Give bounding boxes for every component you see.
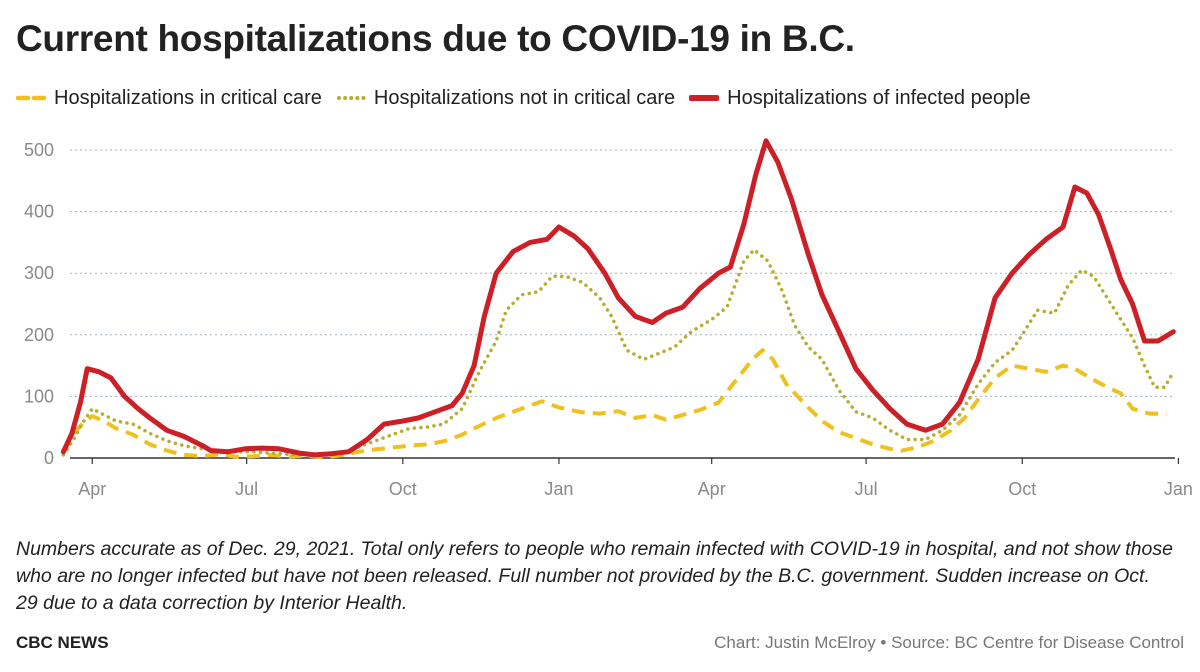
x-axis-ticks: Apr Jul Oct Jan Apr Jul Oct Jan: [78, 458, 1193, 499]
chart-title: Current hospitalizations due to COVID-19…: [16, 18, 855, 59]
y-tick-label-300: 300: [24, 263, 54, 283]
y-tick-label-400: 400: [24, 202, 54, 222]
y-tick-label-200: 200: [24, 325, 54, 345]
y-tick-label-0: 0: [44, 448, 54, 468]
line-chart: 0 100 200 300 400 500 Apr Jul Oct Jan Apr Jul Oct Ja…: [24, 138, 1193, 499]
legend-label-critical-care: Hospitalizations in critical care: [54, 86, 322, 109]
legend-item-critical-care: Hospitalizations in critical care: [16, 87, 322, 110]
x-tick-label-2: Oct: [389, 479, 417, 499]
legend-label-not-critical-care: Hospitalizations not in critical care: [373, 86, 676, 109]
x-tick-label-6: Oct: [1008, 479, 1036, 499]
x-tick-label-3: Jan: [544, 479, 573, 499]
legend-item-infected: Hospitalizations of infected people: [689, 87, 1031, 110]
legend-solid-line-icon: [689, 95, 720, 101]
x-tick-label-0: Apr: [78, 479, 106, 499]
y-tick-label-100: 100: [24, 386, 54, 406]
y-tick-label-500: 500: [24, 140, 54, 160]
x-tick-label-4: Apr: [698, 479, 726, 499]
chart-notes: Numbers accurate as of Dec. 29, 2021. To…: [16, 538, 1173, 614]
legend-item-not-critical-care: Hospitalizations not in critical care: [336, 87, 675, 110]
y-axis-ticks: 0 100 200 300 400 500: [24, 140, 54, 468]
x-tick-label-1: Jul: [235, 479, 258, 499]
legend-dashed-line-icon: [16, 95, 46, 101]
x-tick-label-5: Jul: [855, 479, 878, 499]
series-line-2: [60, 138, 1176, 458]
series-line-0: [61, 348, 1167, 460]
brand-label: CBC NEWS: [16, 633, 109, 652]
series-lines: [60, 138, 1176, 460]
chart-credit: Chart: Justin McElroy • Source: BC Centr…: [714, 633, 1184, 652]
x-tick-label-7: Jan: [1164, 479, 1193, 499]
chart-legend: Hospitalizations in critical care Hospit…: [16, 84, 1045, 112]
legend-dotted-line-icon: [336, 96, 366, 100]
legend-label-infected: Hospitalizations of infected people: [727, 86, 1031, 109]
